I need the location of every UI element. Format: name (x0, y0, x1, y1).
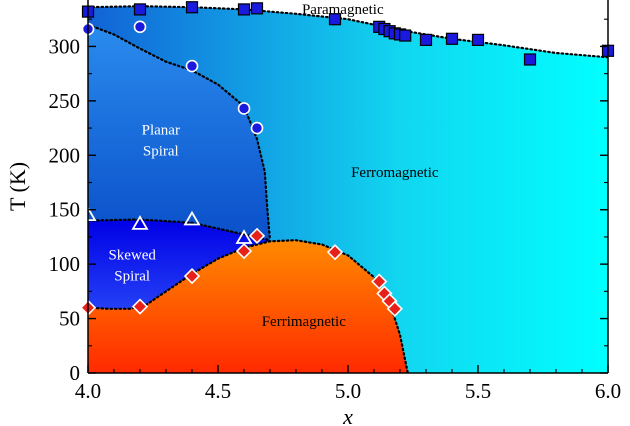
axes: 4.0 4.5 5.0 5.5 6.0 0 50 100 150 200 250 300 350 x T (… (5, 0, 621, 426)
square-marker (419, 33, 433, 46)
y-tick-label: 100 (49, 252, 81, 276)
boundary-planar-spiral (88, 23, 272, 242)
boundary-skewed-spiral (88, 218, 272, 242)
x-axis-title: x (342, 404, 353, 426)
x-tick-label: 4.0 (75, 379, 101, 403)
x-tick-label: 4.5 (205, 379, 231, 403)
diamond-marker (235, 242, 253, 260)
x-tick-label: 6.0 (595, 379, 621, 403)
region-label-ferrimagnetic: Ferrimagnetic (262, 314, 346, 330)
region-label-line: Paramagnetic (302, 2, 384, 18)
diamond-marker (248, 227, 266, 244)
region-skewed-spiral (88, 219, 270, 309)
region-label-paramagnetic: Paramagnetic (302, 2, 384, 18)
y-tick-label: 150 (49, 198, 81, 222)
region-label-line: Spiral (114, 269, 150, 285)
y-tick-label: 300 (49, 34, 81, 58)
y-tick-label: 0 (70, 361, 81, 385)
diamond-marker (183, 267, 201, 285)
diamond-marker (386, 300, 403, 317)
phase-regions (88, 0, 608, 373)
y-tick-label: 50 (59, 307, 80, 331)
circle-marker (185, 59, 199, 73)
y-tick-label: 200 (49, 143, 81, 167)
square-marker (523, 53, 537, 66)
square-marker (250, 2, 264, 15)
diamond-marker (326, 244, 344, 261)
region-label-line: Planar (142, 122, 180, 138)
region-label-ferromagnetic: Ferromagnetic (351, 165, 439, 181)
triangle-marker (131, 215, 149, 230)
region-label-line: Spiral (143, 143, 179, 159)
square-marker (185, 1, 199, 14)
square-marker (445, 32, 459, 45)
region-ferrimagnetic (88, 240, 408, 373)
region-label-skewed-spiral: Skewed Spiral (108, 248, 156, 285)
region-label-line: Ferrimagnetic (262, 314, 346, 330)
boundary-paramagnetic (88, 5, 608, 59)
region-label-line: Ferromagnetic (351, 165, 439, 181)
y-axis-title: T (K) (5, 162, 30, 211)
x-tick-label: 5.0 (335, 379, 361, 403)
diamond-marker (131, 298, 149, 315)
square-marker (237, 3, 251, 16)
y-tick-label: 250 (49, 89, 81, 113)
circle-marker (250, 121, 264, 135)
diamond-marker (371, 273, 388, 290)
square-marker (328, 13, 342, 26)
square-marker (471, 33, 485, 46)
y-tick-label: 350 (49, 0, 81, 4)
region-label-line: Skewed (108, 248, 156, 264)
circle-marker (237, 102, 251, 115)
region-planar-spiral (88, 24, 270, 241)
square-marker (399, 29, 412, 42)
square-marker (133, 3, 147, 16)
data-markers (79, 1, 615, 317)
triangle-marker (183, 210, 201, 226)
x-tick-label: 5.5 (465, 379, 491, 403)
circle-marker (133, 20, 147, 34)
region-label-planar-spiral: Planar Spiral (142, 122, 180, 159)
